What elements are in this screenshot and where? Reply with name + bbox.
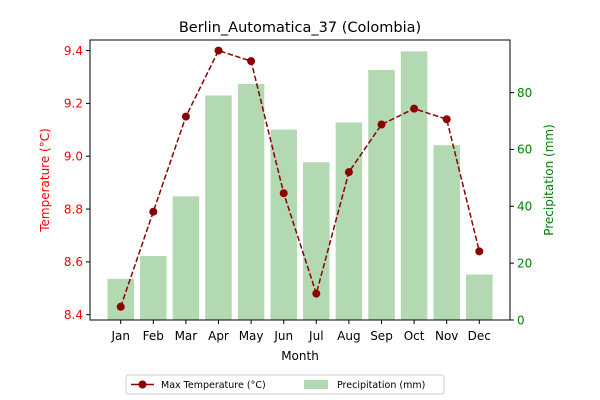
legend: Max Temperature (°C) Precipitation (mm) bbox=[125, 374, 445, 395]
bar-mar bbox=[172, 196, 200, 320]
legend-entry-precipitation: Precipitation (mm) bbox=[337, 380, 425, 391]
temperature-point-mar bbox=[181, 112, 190, 121]
temperature-point-apr bbox=[214, 46, 223, 55]
legend-entry-temperature: Max Temperature (°C) bbox=[161, 380, 266, 391]
y-axis-left-label: Temperature (°C) bbox=[38, 128, 52, 233]
bar-apr bbox=[205, 95, 232, 320]
right-tick-label: 20 bbox=[517, 256, 532, 270]
temperature-point-dec bbox=[475, 247, 484, 256]
left-tick-label: 9.4 bbox=[64, 44, 83, 58]
bar-may bbox=[237, 84, 265, 320]
chart-title: Berlin_Automatica_37 (Colombia) bbox=[179, 20, 421, 36]
bar-jan bbox=[107, 278, 134, 320]
bar-oct bbox=[400, 51, 428, 321]
x-tick-label: May bbox=[239, 329, 264, 343]
bar-nov bbox=[433, 145, 460, 320]
left-axis: 8.4 8.6 8.8 9.0 9.2 9.4 bbox=[64, 44, 90, 322]
x-tick-label: Jan bbox=[110, 329, 130, 343]
right-tick-label: 0 bbox=[517, 313, 525, 327]
x-tick-label: Jul bbox=[308, 329, 323, 343]
x-tick-label: Nov bbox=[435, 329, 458, 343]
x-tick-label: Oct bbox=[404, 329, 425, 343]
temperature-point-aug bbox=[344, 168, 353, 177]
bar-sep bbox=[368, 69, 395, 320]
bars-group bbox=[107, 51, 493, 321]
left-tick-label: 8.6 bbox=[64, 255, 83, 269]
temperature-point-jul bbox=[312, 289, 321, 298]
right-tick-label: 40 bbox=[517, 200, 532, 214]
temperature-point-may bbox=[247, 57, 256, 66]
x-tick-label: Dec bbox=[468, 329, 491, 343]
temperature-point-oct bbox=[410, 104, 419, 113]
line-group bbox=[116, 46, 484, 311]
left-tick-label: 9.2 bbox=[64, 97, 83, 111]
temperature-point-sep bbox=[377, 120, 386, 129]
temperature-line bbox=[119, 49, 481, 308]
temperature-point-nov bbox=[442, 115, 451, 124]
x-tick-label: Apr bbox=[208, 329, 229, 343]
bar-jun bbox=[270, 129, 297, 320]
x-axis-label: Month bbox=[281, 349, 319, 363]
y-axis-right-label: Precipitation (mm) bbox=[542, 124, 556, 236]
right-axis: 0 20 40 60 80 bbox=[510, 86, 532, 327]
left-tick-label: 8.8 bbox=[64, 202, 83, 216]
left-tick-label: 8.4 bbox=[64, 308, 83, 322]
x-tick-label: Aug bbox=[337, 329, 360, 343]
x-tick-label: Jun bbox=[273, 329, 293, 343]
temperature-point-jan bbox=[116, 302, 125, 311]
temperature-point-feb bbox=[149, 207, 158, 216]
x-tick-label: Mar bbox=[175, 329, 198, 343]
bar-feb bbox=[140, 256, 167, 320]
bar-dec bbox=[466, 274, 493, 320]
left-tick-label: 9.0 bbox=[64, 150, 83, 164]
right-tick-label: 80 bbox=[517, 86, 532, 100]
plot-frame bbox=[89, 39, 511, 321]
x-axis: Jan Feb Mar Apr May Jun Jul Aug Sep Oct Nov Dec bbox=[110, 320, 491, 343]
x-tick-label: Feb bbox=[143, 329, 164, 343]
right-tick-label: 60 bbox=[517, 143, 532, 157]
legend-box bbox=[125, 374, 445, 395]
x-tick-label: Sep bbox=[370, 329, 393, 343]
temperature-point-jun bbox=[279, 189, 288, 198]
legend-marker-swatch bbox=[138, 380, 147, 389]
legend-bar-swatch bbox=[304, 380, 328, 389]
bar-aug bbox=[335, 122, 363, 320]
